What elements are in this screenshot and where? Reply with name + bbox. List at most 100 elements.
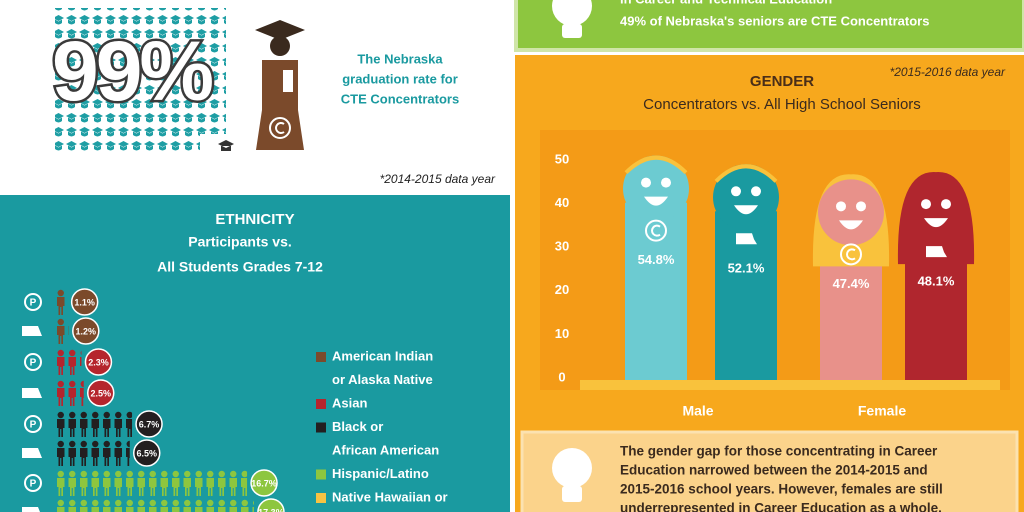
eye xyxy=(661,177,671,188)
legend-swatch xyxy=(316,422,326,433)
gown xyxy=(256,60,304,150)
legend-swatch xyxy=(316,399,326,409)
legend-label: Hispanic/Latino xyxy=(332,466,429,481)
people-shape xyxy=(55,470,248,496)
participant-icon xyxy=(24,474,42,492)
legend-swatch xyxy=(316,493,326,503)
cap-grid xyxy=(55,8,226,155)
x-tick-label: Male xyxy=(682,403,713,419)
eye xyxy=(941,199,951,210)
participant-icon-p: P xyxy=(30,420,37,431)
value-badge xyxy=(70,288,99,316)
c-icon-c xyxy=(846,248,856,261)
legend-label: Black or xyxy=(332,419,383,434)
ethnicity-subtitle: Participants vs. xyxy=(188,234,292,250)
note-bulb-base xyxy=(562,486,582,502)
head xyxy=(903,177,969,244)
legend-swatch xyxy=(316,352,326,362)
concentrator-text: in Career and Technical Education xyxy=(620,0,832,6)
eye xyxy=(641,177,651,188)
value-label: 16.7% xyxy=(251,478,277,488)
nebraska-icon xyxy=(22,507,40,512)
grad-rate: 99% xyxy=(52,24,212,118)
people-shape xyxy=(55,380,84,406)
people-bar xyxy=(55,470,248,496)
value-badge xyxy=(84,348,113,376)
value-badge xyxy=(250,469,278,497)
grad-footnote: *2014-2015 data year xyxy=(380,172,496,186)
participant-icon xyxy=(24,353,42,371)
ethnicity-title: ETHNICITY xyxy=(215,211,294,228)
grad-text: graduation rate for xyxy=(342,71,458,86)
diploma xyxy=(283,70,293,92)
bar-label: 48.1% xyxy=(918,274,955,289)
nebraska-icon xyxy=(22,326,42,336)
people-shape xyxy=(55,499,254,512)
people-bar xyxy=(55,440,130,466)
value-badge xyxy=(135,410,163,438)
seal xyxy=(269,117,291,139)
value-badge xyxy=(87,379,115,407)
ethnicity-subtitle: All Students Grades 7-12 xyxy=(157,259,323,275)
hair xyxy=(714,164,778,183)
nebraska-icon xyxy=(926,246,947,258)
nebraska-icon xyxy=(736,233,757,245)
y-tick-label: 20 xyxy=(555,282,569,297)
nebraska-icon xyxy=(22,448,42,458)
y-tick-label: 10 xyxy=(555,326,569,341)
people-bar xyxy=(55,318,69,344)
bar xyxy=(625,202,687,380)
hair xyxy=(624,155,688,175)
bar-label: 54.8% xyxy=(638,252,675,267)
grad-text: The Nebraska xyxy=(357,51,443,66)
legend-label: American Indian xyxy=(332,348,433,363)
x-axis xyxy=(580,380,1000,390)
people-shape xyxy=(55,411,133,437)
people-shape xyxy=(55,318,69,344)
head xyxy=(713,164,779,231)
legend-swatch xyxy=(316,469,326,480)
eye xyxy=(856,201,866,212)
value-badge xyxy=(133,439,161,467)
note-text: Education narrowed between the 2014-2015… xyxy=(620,463,928,478)
smile xyxy=(924,218,948,228)
people-bar xyxy=(55,349,82,375)
people-shape xyxy=(55,289,68,315)
head xyxy=(818,179,884,246)
concentrator-text: 49% of Nebraska's seniors are CTE Concen… xyxy=(620,13,929,28)
bulb-base xyxy=(562,24,582,38)
bar-label: 52.1% xyxy=(728,261,765,276)
y-tick-label: 0 xyxy=(558,369,565,384)
participant-icon xyxy=(24,415,42,433)
grad-text: CTE Concentrators xyxy=(341,91,459,106)
head xyxy=(623,155,689,222)
people-shape xyxy=(55,440,130,466)
note-text: The gender gap for those concentrating i… xyxy=(620,444,938,459)
x-tick-label: Female xyxy=(858,403,906,419)
graduate-figure xyxy=(255,20,305,150)
people-bar xyxy=(55,411,133,437)
participant-icon xyxy=(24,293,42,311)
people-shape xyxy=(55,349,82,375)
participant-icon-p: P xyxy=(30,358,37,369)
note-text: 2015-2016 school years. However, females… xyxy=(620,482,943,497)
value-label: 6.5% xyxy=(136,448,157,458)
eye xyxy=(731,186,741,197)
cap-top xyxy=(255,20,305,40)
head xyxy=(270,36,290,56)
note-text: underrepresented in Career Education as … xyxy=(620,501,942,512)
participant-icon-p: P xyxy=(30,298,37,309)
legend-label: Native Hawaiian or xyxy=(332,489,448,504)
eye xyxy=(751,186,761,197)
y-tick-label: 40 xyxy=(555,195,569,210)
value-badge xyxy=(72,317,100,345)
people-bar xyxy=(55,499,254,512)
eye xyxy=(836,201,846,212)
value-label: 2.5% xyxy=(90,388,111,398)
smile xyxy=(839,220,863,230)
participant-icon-p: P xyxy=(30,479,37,490)
legend-label: African American xyxy=(332,442,439,457)
seal-c xyxy=(275,122,285,134)
